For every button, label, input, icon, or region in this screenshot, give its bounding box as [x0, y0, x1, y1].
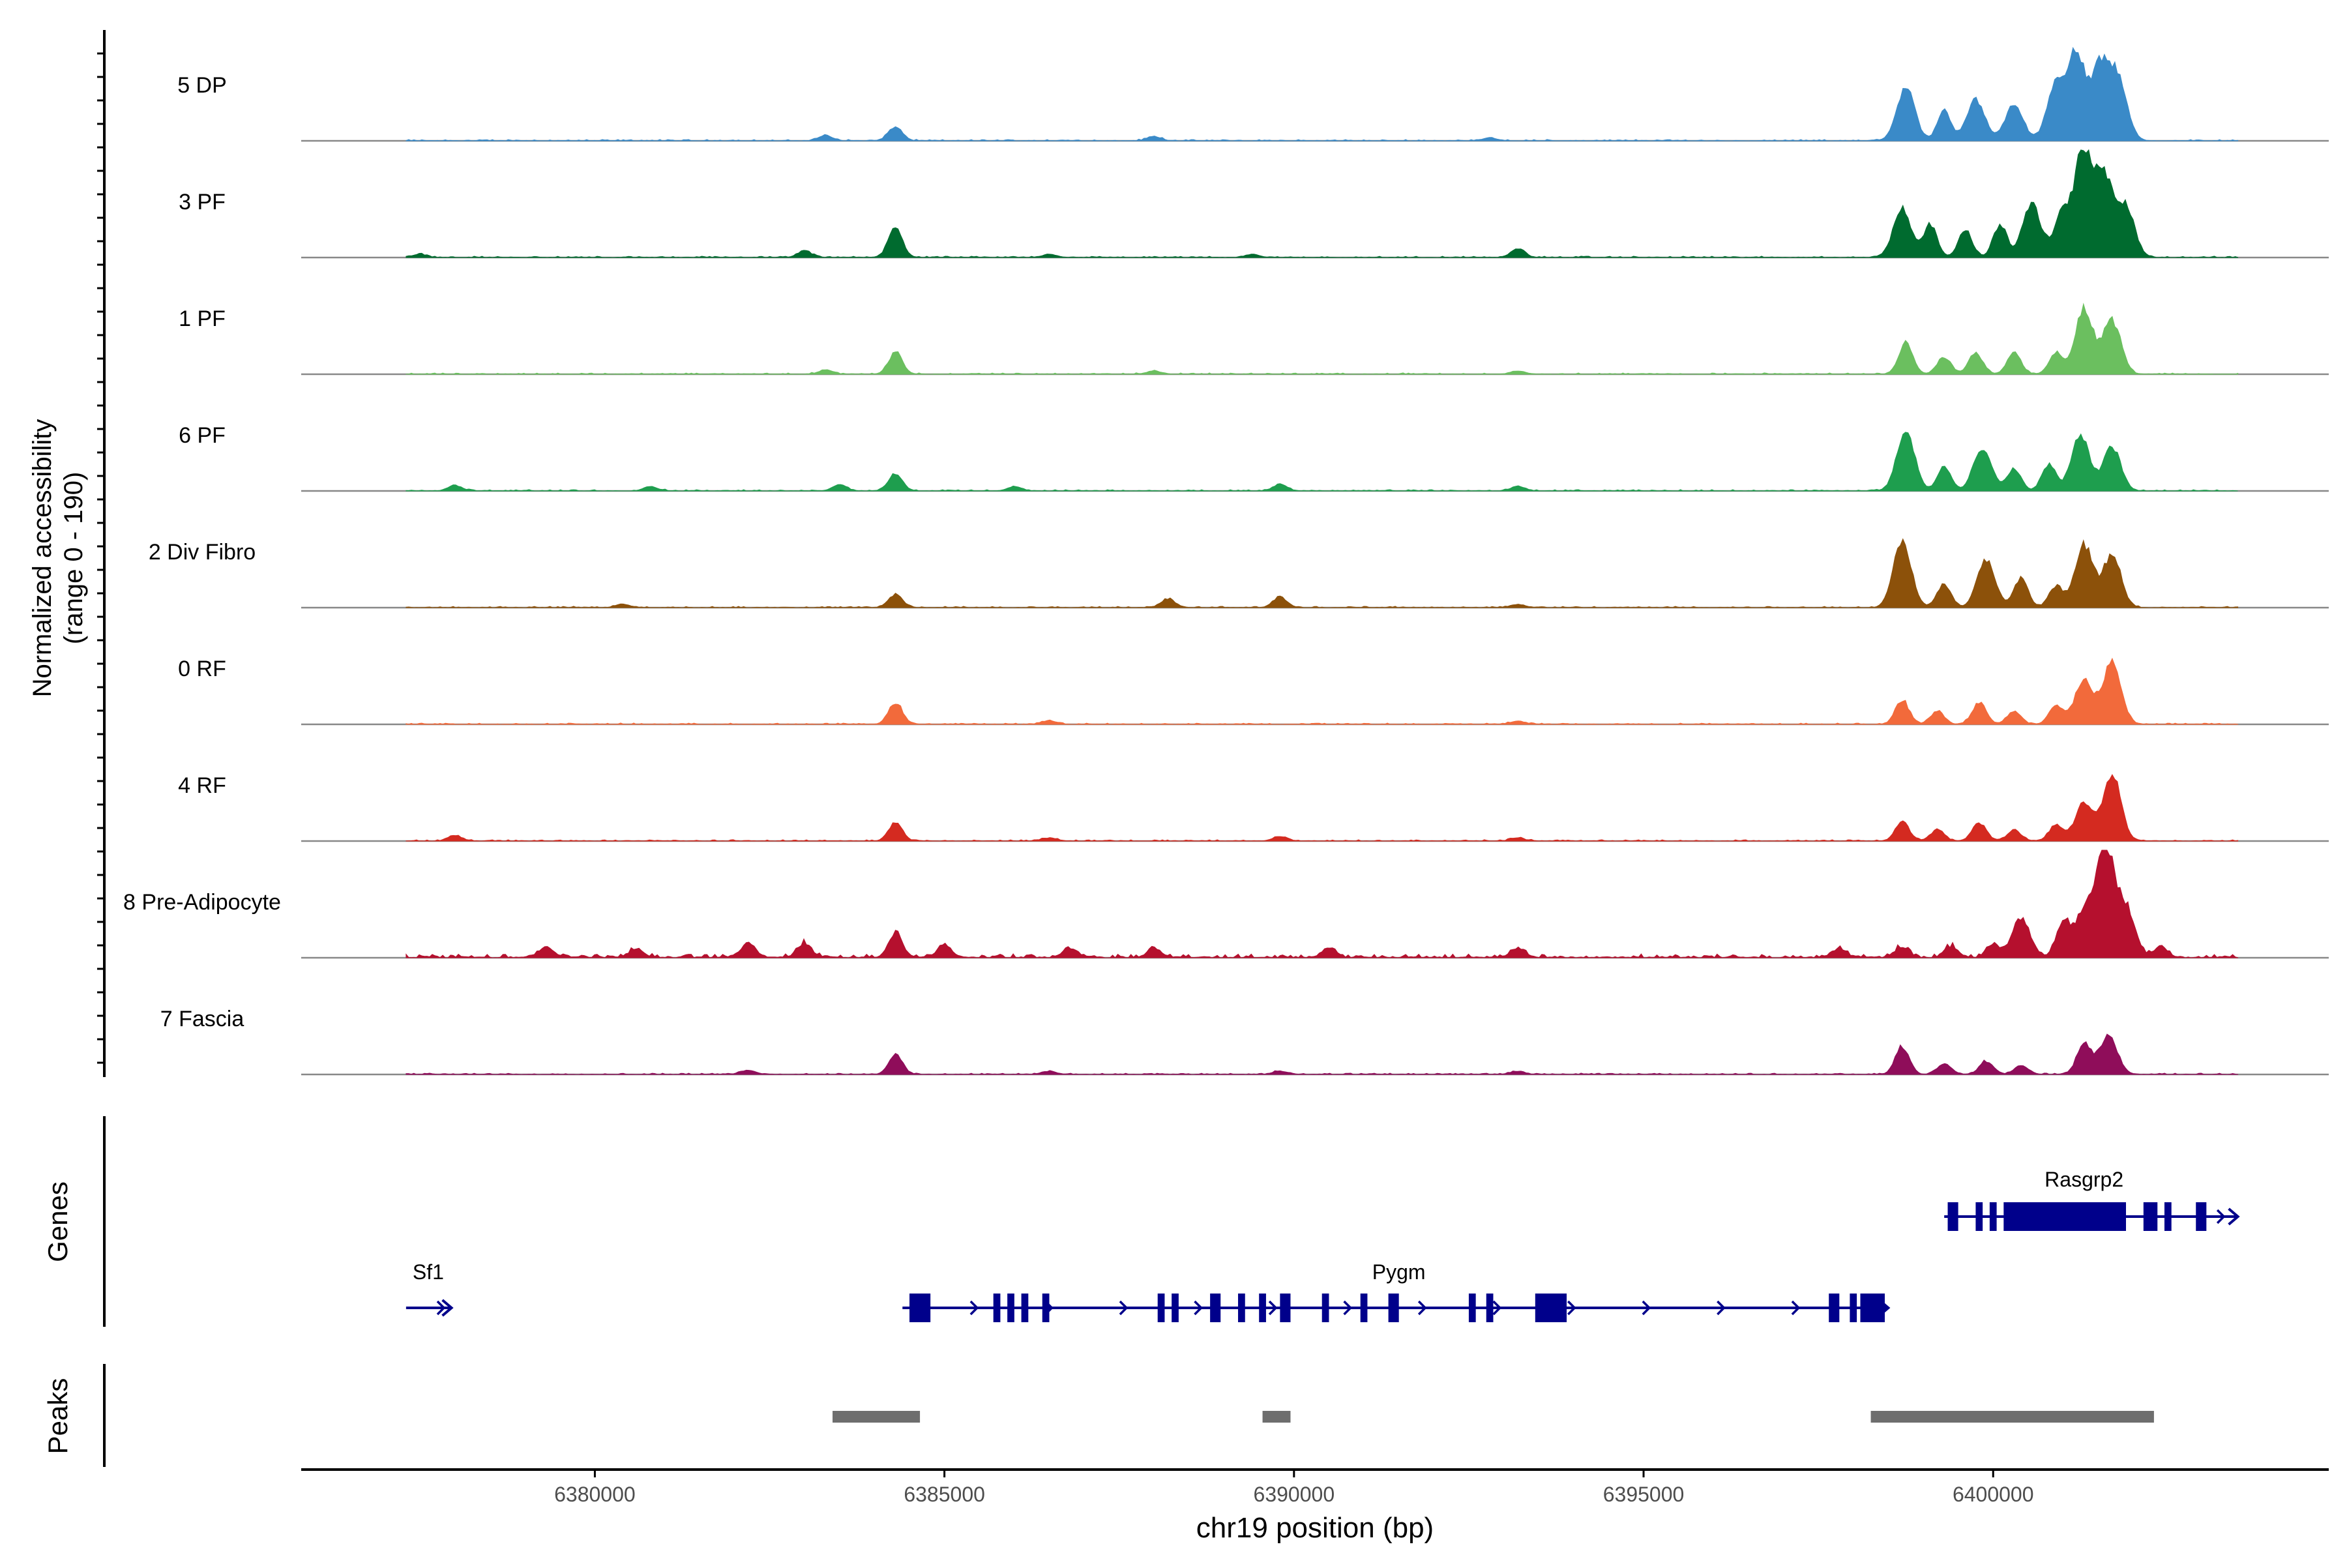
gene-exon [1238, 1294, 1245, 1322]
gene-exon [1535, 1294, 1567, 1322]
peak-regions [833, 1411, 2154, 1423]
track-6-pf: 6 PF [179, 423, 2329, 492]
gene-exon [1947, 1202, 1958, 1231]
gene-exon [1321, 1294, 1329, 1322]
gene-exon [1486, 1294, 1494, 1322]
gene-exon [2164, 1202, 2172, 1231]
peak-region [1870, 1411, 2154, 1423]
track-1-pf: 1 PF [179, 303, 2329, 376]
gene-exon [1259, 1294, 1266, 1322]
x-tick-label: 6385000 [904, 1483, 985, 1506]
x-axis-ticks: 6380000 6385000 6390000 6395000 6400000 [554, 1470, 2034, 1506]
track-label: 8 Pre-Adipocyte [123, 890, 281, 915]
gene-end-arrow [2228, 1207, 2240, 1226]
gene-exon [1280, 1294, 1291, 1322]
genes-panel-label: Genes [42, 1181, 73, 1262]
gene-exon [993, 1294, 1001, 1322]
gene-strand-arrow [2216, 1209, 2226, 1224]
gene-exon [2143, 1202, 2158, 1231]
track-signal-area [406, 432, 2238, 492]
gene-exon [1157, 1294, 1165, 1322]
gene-exon [1468, 1294, 1476, 1322]
gene-rasgrp2: Rasgrp2 [1944, 1168, 2240, 1231]
track-signal-area [406, 538, 2239, 608]
gene-exon [1360, 1294, 1368, 1322]
gene-exon [1210, 1294, 1221, 1322]
track-label: 1 PF [179, 306, 226, 331]
x-tick-label: 6400000 [1953, 1483, 2034, 1506]
gene-strand-arrow [1119, 1300, 1129, 1316]
track-8-pre-adipocyte: 8 Pre-Adipocyte [123, 850, 2329, 959]
gene-strand-arrow [969, 1300, 979, 1316]
x-axis-label: chr19 position (bp) [1196, 1512, 1434, 1544]
track-label: 3 PF [179, 190, 226, 214]
gene-exon [1021, 1294, 1029, 1322]
gene-strand-arrow [1717, 1300, 1726, 1316]
track-3-pf: 3 PF [179, 149, 2329, 259]
gene-sf1: Sf1 [406, 1260, 454, 1317]
gene-annotations: Sf1 Pygm Rasgrp2 [406, 1168, 2240, 1322]
peak-region [833, 1411, 921, 1423]
gene-exon [1388, 1294, 1399, 1322]
track-0-rf: 0 RF [178, 657, 2329, 726]
gene-strand-arrow [436, 1300, 446, 1316]
x-tick-label: 6390000 [1254, 1483, 1335, 1506]
coverage-tracks: 5 DP 3 PF 1 PF 6 PF 2 Div Fibro 0 RF 4 RF 8 Pre… [123, 46, 2329, 1076]
track-label: 5 DP [177, 73, 227, 98]
peaks-panel-label: Peaks [42, 1378, 73, 1455]
gene-strand-arrow [1567, 1300, 1576, 1316]
gene-exon [2003, 1202, 2126, 1231]
track-label: 7 Fascia [160, 1007, 244, 1031]
gene-strand-arrow [1642, 1300, 1651, 1316]
track-7-fascia: 7 Fascia [160, 1007, 2329, 1076]
track-signal-area [406, 149, 2239, 258]
gene-end-arrow [441, 1299, 454, 1317]
gene-exon [1007, 1294, 1014, 1322]
track-label: 0 RF [178, 657, 226, 681]
track-2-div-fibro: 2 Div Fibro [149, 538, 2329, 609]
gene-strand-arrow [1417, 1300, 1427, 1316]
gene-exon [1172, 1294, 1179, 1322]
track-5-dp: 5 DP [177, 46, 2329, 142]
gene-strand-arrow [1492, 1300, 1502, 1316]
coverage-y-ticks [97, 52, 104, 1064]
track-label: 4 RF [178, 773, 226, 798]
track-signal-area [406, 303, 2239, 375]
gene-exon [1042, 1294, 1050, 1322]
gene-name-label: Pygm [1372, 1260, 1426, 1284]
gene-exon [2196, 1202, 2207, 1231]
y-axis-label: Normalized accessibility [28, 419, 57, 698]
gene-strand-arrow [1343, 1300, 1353, 1316]
gene-name-label: Sf1 [413, 1260, 444, 1284]
gene-pygm: Pygm [902, 1260, 1891, 1322]
x-tick-label: 6380000 [554, 1483, 636, 1506]
gene-exon [1860, 1294, 1885, 1322]
track-signal-area [406, 657, 2239, 725]
track-signal-area [406, 774, 2239, 842]
track-signal-area [406, 850, 2239, 958]
gene-exon [1989, 1202, 1997, 1231]
gene-exon [909, 1294, 931, 1322]
gene-exon [1975, 1202, 1983, 1231]
track-signal-area [406, 46, 2239, 141]
gene-exon [1829, 1294, 1840, 1322]
track-4-rf: 4 RF [178, 773, 2329, 842]
track-label: 2 Div Fibro [149, 540, 256, 565]
x-tick-label: 6395000 [1603, 1483, 1685, 1506]
y-axis-range-label: (range 0 - 190) [59, 472, 88, 645]
peak-region [1262, 1411, 1291, 1423]
gene-name-label: Rasgrp2 [2044, 1168, 2123, 1191]
gene-strand-arrow [1791, 1300, 1801, 1316]
gene-strand-arrow [1194, 1300, 1203, 1316]
gene-exon [1850, 1294, 1857, 1322]
track-signal-area [406, 1033, 2239, 1075]
track-label: 6 PF [179, 423, 226, 448]
gene-strand-arrow [1268, 1300, 1278, 1316]
